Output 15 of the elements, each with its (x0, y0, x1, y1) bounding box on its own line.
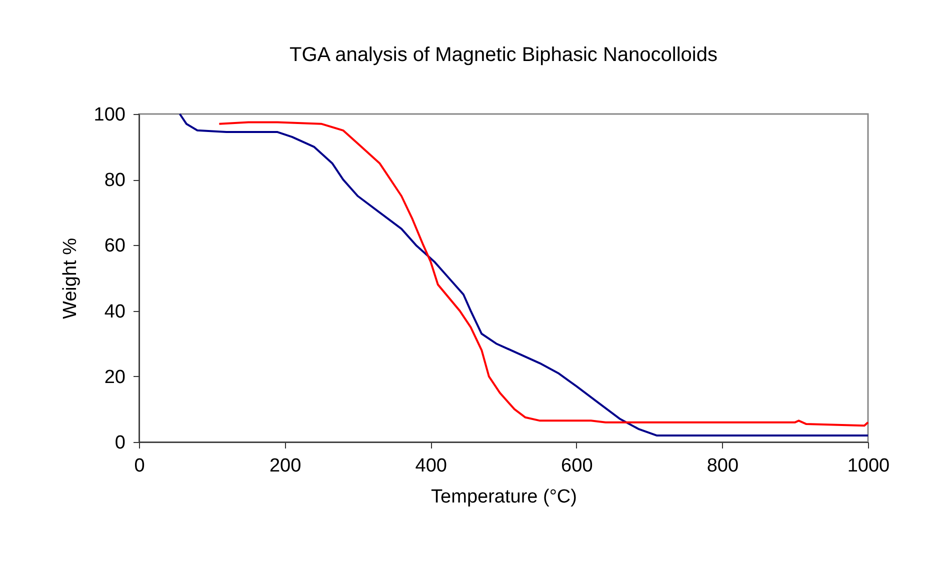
x-tick-label: 0 (134, 456, 145, 476)
y-tick-label: 40 (104, 301, 126, 322)
y-axis-title: Weight % (60, 238, 81, 319)
x-tick-label: 800 (706, 456, 739, 476)
x-axis-title: Temperature (°C) (431, 486, 577, 508)
y-tick-label: 20 (104, 366, 126, 388)
x-tick-label: 1000 (847, 456, 890, 476)
y-tick-label: 80 (104, 170, 126, 192)
y-tick-label: 0 (114, 432, 126, 454)
y-tick-label: 60 (104, 236, 126, 257)
x-tick-label: 200 (269, 456, 302, 476)
y-tick-label: 100 (94, 104, 126, 126)
chart-title: TGA analysis of Magnetic Biphasic Nanocolloids (290, 44, 718, 66)
x-tick-label: 600 (561, 456, 593, 476)
x-tick-label: 400 (415, 456, 447, 476)
